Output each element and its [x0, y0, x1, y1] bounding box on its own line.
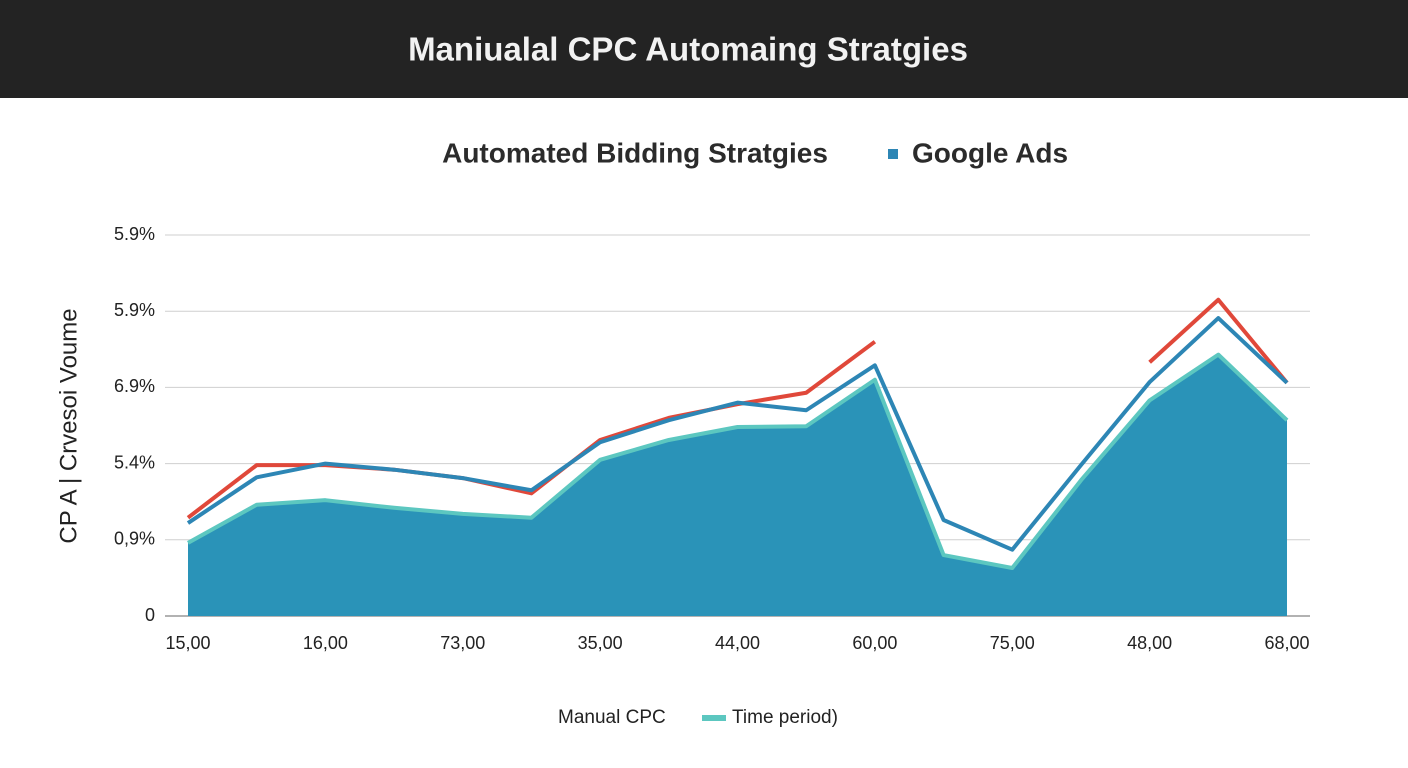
x-tick-label: 60,00 [852, 633, 897, 653]
header-bar [0, 0, 1408, 98]
area [188, 354, 1287, 616]
line [186, 297, 1289, 520]
legend-swatch [702, 715, 726, 721]
y-tick-label: 5.4% [114, 452, 155, 472]
line [187, 352, 1289, 570]
x-tick-label: 44,00 [715, 633, 760, 653]
y-tick-label: 5.9% [114, 224, 155, 244]
x-tick-label: 73,00 [440, 633, 485, 653]
legend-label: Manual CPC [558, 707, 666, 728]
y-tick-label: 0 [145, 605, 155, 625]
chart-title: Automated Bidding Stratgies [442, 137, 828, 168]
legend-label: Google Ads [912, 137, 1068, 168]
y-tick-label: 0,9% [114, 529, 155, 549]
x-tick-label: 48,00 [1127, 633, 1172, 653]
y-tick-label: 6.9% [114, 376, 155, 396]
y-axis-label: CP A | Crvesoi Voume [55, 308, 82, 543]
legend-swatch [888, 149, 898, 159]
legend-label: Time period) [732, 707, 838, 728]
x-tick-label: 15,00 [165, 633, 210, 653]
y-tick-label: 5.9% [114, 300, 155, 320]
x-tick-label: 75,00 [990, 633, 1035, 653]
x-tick-label: 16,00 [303, 633, 348, 653]
x-tick-label: 68,00 [1264, 633, 1309, 653]
header-title: Maniualal CPC Automaing Stratgies [408, 31, 968, 68]
x-tick-label: 35,00 [578, 633, 623, 653]
line [186, 316, 1289, 552]
